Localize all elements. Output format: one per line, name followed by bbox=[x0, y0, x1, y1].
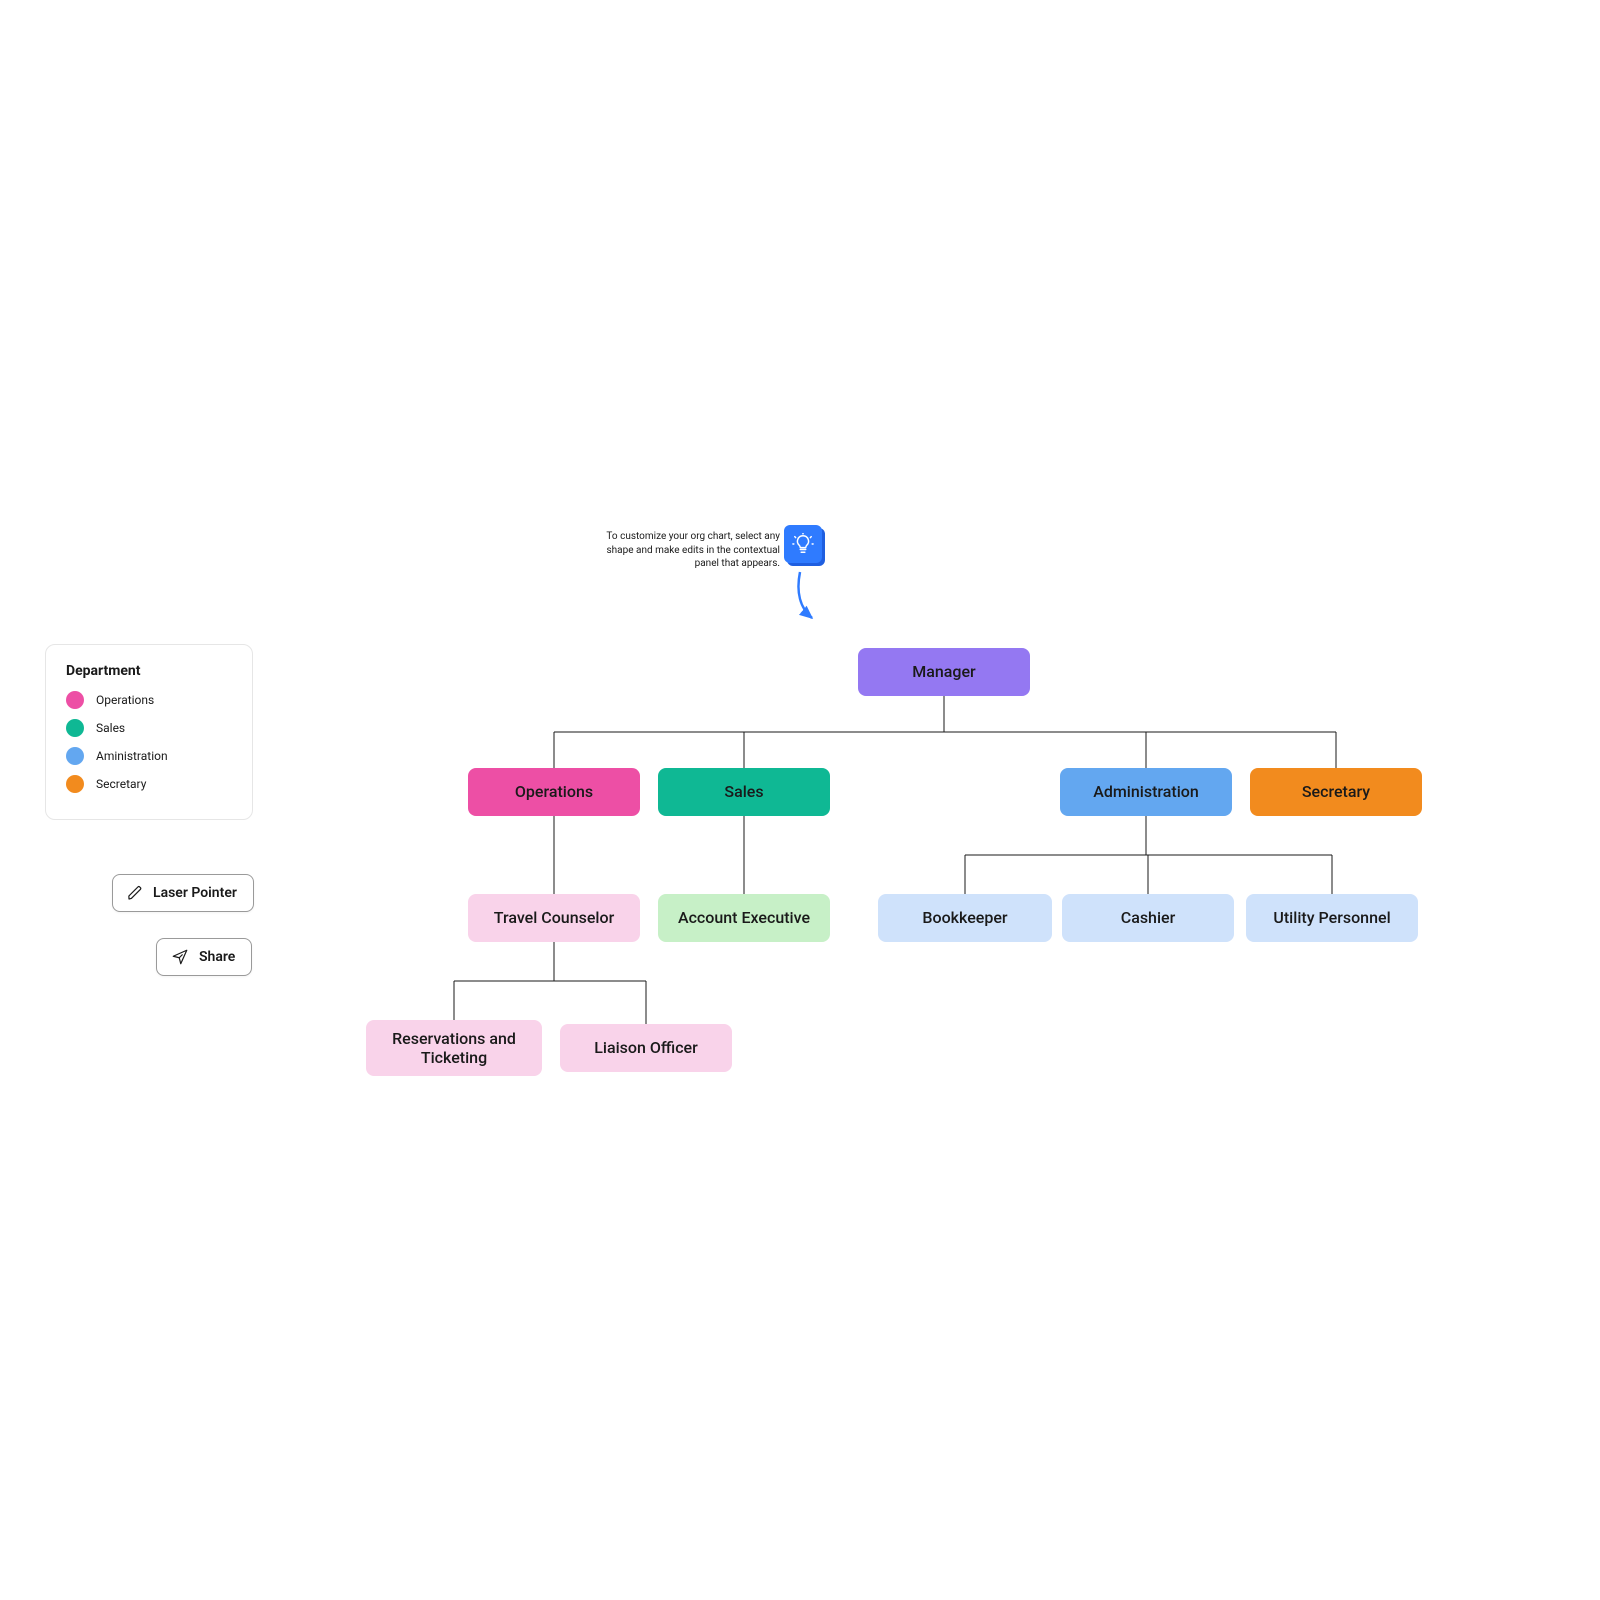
org-node-mgr[interactable]: Manager bbox=[858, 648, 1030, 696]
org-node-util[interactable]: Utility Personnel bbox=[1246, 894, 1418, 942]
legend-panel: Department Operations Sales Aministratio… bbox=[45, 644, 253, 820]
hint-badge bbox=[784, 525, 822, 563]
laser-pointer-button[interactable]: Laser Pointer bbox=[112, 874, 254, 912]
legend-label: Sales bbox=[96, 721, 125, 735]
legend-title: Department bbox=[66, 663, 232, 679]
org-node-admin[interactable]: Administration bbox=[1060, 768, 1232, 816]
org-node-tc[interactable]: Travel Counselor bbox=[468, 894, 640, 942]
org-node-cash[interactable]: Cashier bbox=[1062, 894, 1234, 942]
legend-swatch-operations bbox=[66, 691, 84, 709]
hint-text: To customize your org chart, select any … bbox=[590, 530, 780, 571]
legend-label: Operations bbox=[96, 693, 154, 707]
org-node-sec[interactable]: Secretary bbox=[1250, 768, 1422, 816]
org-node-sales[interactable]: Sales bbox=[658, 768, 830, 816]
legend-swatch-secretary bbox=[66, 775, 84, 793]
legend-item-administration: Aministration bbox=[66, 747, 232, 765]
org-node-rt[interactable]: Reservations and Ticketing bbox=[366, 1020, 542, 1076]
legend-item-operations: Operations bbox=[66, 691, 232, 709]
pencil-icon bbox=[127, 885, 143, 901]
legend-label: Aministration bbox=[96, 749, 168, 763]
share-label: Share bbox=[199, 949, 235, 965]
legend-item-secretary: Secretary bbox=[66, 775, 232, 793]
legend-item-sales: Sales bbox=[66, 719, 232, 737]
legend-label: Secretary bbox=[96, 777, 146, 791]
org-node-bk[interactable]: Bookkeeper bbox=[878, 894, 1052, 942]
org-node-lo[interactable]: Liaison Officer bbox=[560, 1024, 732, 1072]
paper-plane-icon bbox=[171, 948, 189, 966]
share-button[interactable]: Share bbox=[156, 938, 252, 976]
legend-swatch-administration bbox=[66, 747, 84, 765]
org-node-ops[interactable]: Operations bbox=[468, 768, 640, 816]
org-node-ae[interactable]: Account Executive bbox=[658, 894, 830, 942]
lightbulb-icon bbox=[792, 533, 814, 555]
laser-pointer-label: Laser Pointer bbox=[153, 885, 237, 901]
legend-swatch-sales bbox=[66, 719, 84, 737]
